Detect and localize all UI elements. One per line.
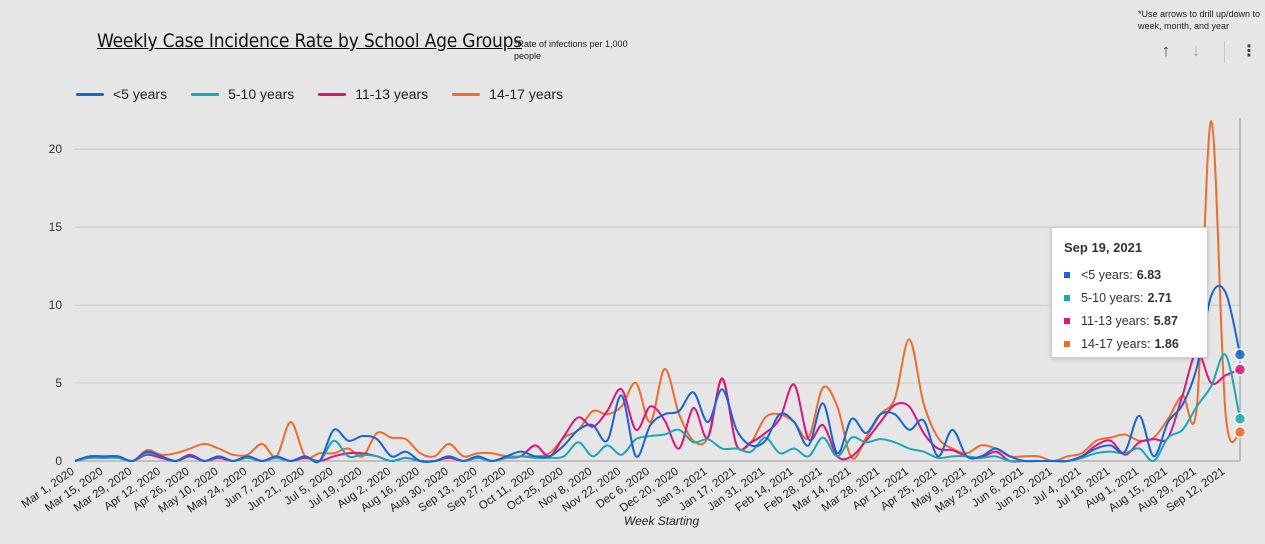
legend-swatch: [452, 92, 481, 96]
tooltip-label: <5 years:: [1081, 268, 1133, 282]
chart-title: Weekly Case Incidence Rate by School Age…: [97, 30, 523, 52]
legend-label: 5-10 years: [228, 86, 295, 102]
rate-note: *Rate of infections per 1,000 people: [514, 39, 628, 61]
tooltip-value: 2.71: [1147, 291, 1172, 305]
y-tick-label: 0: [55, 454, 62, 468]
legend-item[interactable]: <5 years: [76, 86, 167, 102]
series-line-2: [74, 350, 1241, 463]
legend-swatch: [318, 92, 347, 96]
hover-point: [1233, 363, 1247, 376]
tooltip-swatch: [1064, 295, 1070, 301]
tooltip-label: 11-13 years:: [1081, 314, 1150, 328]
legend-item[interactable]: 11-13 years: [318, 86, 428, 102]
drill-note: *Use arrows to drill up/down to week, mo…: [1138, 9, 1261, 31]
tooltip-swatch: [1064, 272, 1070, 278]
control-divider: [1224, 41, 1225, 63]
y-tick-label: 10: [49, 298, 63, 312]
arrow-down-icon[interactable]: ↓: [1191, 41, 1201, 60]
arrow-up-icon[interactable]: ↑: [1161, 41, 1171, 60]
legend-item[interactable]: 5-10 years: [191, 86, 294, 102]
legend-label: 11-13 years: [355, 86, 429, 102]
tooltip-row: 5-10 years: 2.71: [1064, 291, 1172, 305]
y-tick-label: 15: [49, 220, 63, 234]
chart-legend: <5 years 5-10 years 11-13 years 14-17 years: [76, 86, 587, 102]
tooltip-value: 5.87: [1153, 314, 1178, 328]
legend-swatch: [76, 92, 104, 96]
tooltip-row: 14-17 years: 1.86: [1064, 337, 1179, 351]
tooltip-value: 1.86: [1154, 337, 1179, 351]
x-axis-title: Week Starting: [624, 514, 700, 528]
y-tick-label: 5: [55, 376, 62, 390]
tooltip-swatch: [1064, 318, 1070, 324]
hover-point: [1233, 425, 1247, 439]
tooltip-row: 11-13 years: 5.87: [1064, 314, 1178, 328]
legend-label: 14-17 years: [489, 86, 564, 102]
legend-swatch: [191, 92, 220, 96]
hover-point: [1233, 412, 1247, 425]
hover-tooltip: Sep 19, 2021 <5 years: 6.83 5-10 years: 2.7…: [1051, 227, 1208, 358]
tooltip-swatch: [1064, 341, 1070, 347]
tooltip-value: 6.83: [1136, 268, 1162, 282]
tooltip-label: 14-17 years:: [1081, 337, 1151, 351]
legend-item[interactable]: 14-17 years: [452, 86, 563, 102]
tooltip-row: <5 years: 6.83: [1064, 268, 1161, 282]
tooltip-label: 5-10 years:: [1081, 291, 1144, 305]
series-line-0: [74, 284, 1241, 464]
series-line-1: [74, 353, 1241, 463]
more-vert-icon[interactable]: ⋮: [1241, 43, 1257, 60]
legend-label: <5 years: [113, 86, 168, 102]
hover-point: [1233, 348, 1247, 361]
y-tick-label: 20: [49, 142, 63, 156]
tooltip-date: Sep 19, 2021: [1064, 240, 1143, 255]
